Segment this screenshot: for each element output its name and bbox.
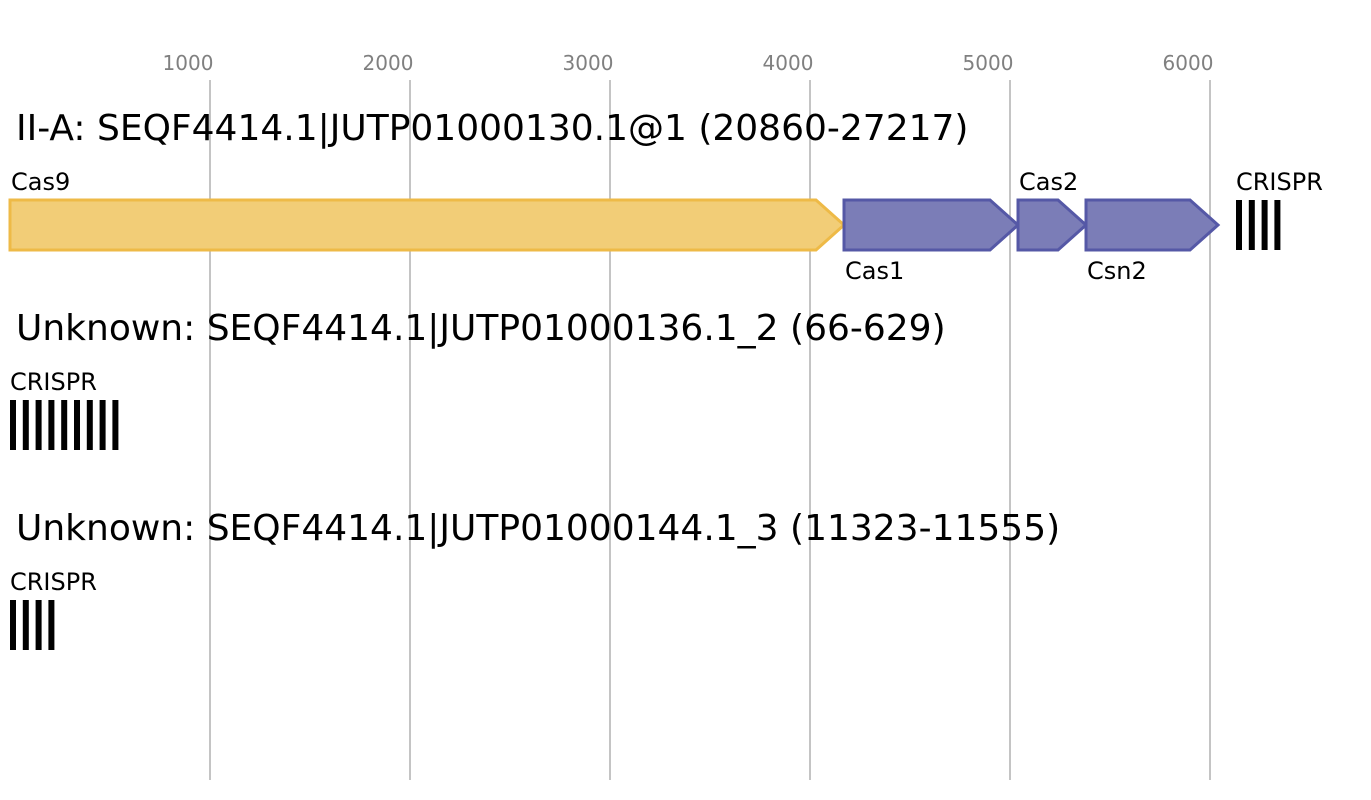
tick-label: 1000 — [163, 51, 214, 75]
locus-title: Unknown: SEQF4414.1|JUTP01000136.1_2 (66… — [16, 308, 946, 349]
tick-label: 2000 — [363, 51, 414, 75]
crispr-label: CRISPR — [1236, 168, 1323, 196]
crispr-repeat — [1236, 200, 1242, 250]
gene-label-cas2: Cas2 — [1019, 168, 1078, 196]
crispr-repeat — [35, 600, 42, 650]
locus-track: II-A: SEQF4414.1|JUTP01000130.1@1 (20860… — [8, 108, 1323, 285]
axis-gridlines — [209, 80, 1211, 780]
crispr-repeat — [10, 600, 16, 650]
gene-label-csn2: Csn2 — [1087, 257, 1147, 285]
crispr-label: CRISPR — [10, 568, 97, 596]
gene-arrow-cas2 — [1016, 198, 1089, 252]
crispr-repeat — [10, 400, 16, 450]
locus-title: II-A: SEQF4414.1|JUTP01000130.1@1 (20860… — [16, 108, 968, 149]
crispr-repeat — [22, 400, 29, 450]
crispr-repeat — [48, 400, 55, 450]
axis-tick-labels: 1000 2000 3000 4000 5000 6000 — [163, 51, 1214, 75]
crispr-repeat — [48, 600, 55, 650]
loci-tracks: II-A: SEQF4414.1|JUTP01000130.1@1 (20860… — [8, 108, 1323, 650]
gene-arrow-cas1 — [842, 198, 1021, 252]
crispr-repeat — [1274, 200, 1281, 250]
tick-label: 3000 — [563, 51, 614, 75]
crispr-repeat — [1248, 200, 1255, 250]
crispr-repeat — [1261, 200, 1268, 250]
crispr-repeat — [22, 600, 29, 650]
gene-arrow-cas9 — [8, 198, 847, 252]
crispr-repeat — [86, 400, 93, 450]
crispr-repeat — [112, 400, 119, 450]
crispr-repeat — [61, 400, 68, 450]
tick-label: 5000 — [963, 51, 1014, 75]
gene-label-cas9: Cas9 — [11, 168, 70, 196]
locus-title: Unknown: SEQF4414.1|JUTP01000144.1_3 (11… — [16, 508, 1060, 549]
gene-arrow-csn2 — [1084, 198, 1221, 252]
locus-track: Unknown: SEQF4414.1|JUTP01000144.1_3 (11… — [10, 508, 1060, 650]
crispr-repeat — [99, 400, 106, 450]
crispr-repeat — [74, 400, 80, 450]
tick-label: 4000 — [763, 51, 814, 75]
locus-track: Unknown: SEQF4414.1|JUTP01000136.1_2 (66… — [10, 308, 946, 450]
crispr-repeat — [35, 400, 42, 450]
tick-label: 6000 — [1163, 51, 1214, 75]
crispr-label: CRISPR — [10, 368, 97, 396]
gene-label-cas1: Cas1 — [845, 257, 904, 285]
